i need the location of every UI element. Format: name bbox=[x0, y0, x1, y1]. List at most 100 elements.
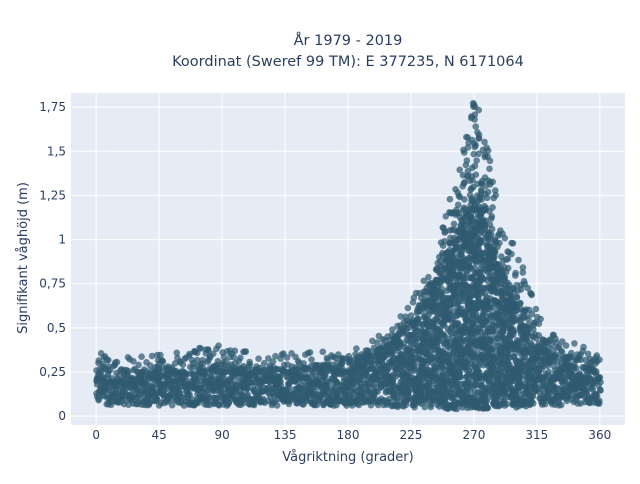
data-point bbox=[182, 370, 189, 378]
chart-title-line-1: År 1979 - 2019 bbox=[294, 32, 403, 49]
data-point bbox=[481, 138, 488, 146]
y-tick-label: 0,75 bbox=[39, 277, 66, 291]
x-axis-title: Vågriktning (grader) bbox=[282, 450, 413, 465]
data-point bbox=[353, 345, 360, 352]
data-point bbox=[471, 116, 478, 123]
data-point bbox=[492, 192, 500, 199]
y-tick-label: 1 bbox=[58, 233, 66, 247]
data-point bbox=[395, 344, 403, 352]
data-point bbox=[306, 349, 314, 356]
data-point bbox=[483, 194, 491, 202]
data-point bbox=[580, 343, 587, 351]
data-point bbox=[425, 273, 432, 281]
data-point bbox=[530, 400, 537, 407]
x-tick-label: 225 bbox=[400, 428, 423, 442]
data-point bbox=[484, 147, 492, 154]
data-point bbox=[446, 195, 454, 203]
data-point bbox=[545, 368, 552, 376]
data-point bbox=[486, 157, 494, 165]
data-point bbox=[517, 299, 524, 307]
data-point bbox=[134, 368, 142, 376]
data-point bbox=[515, 256, 522, 264]
x-tick-label: 180 bbox=[337, 428, 360, 442]
y-axis-title: Signifikant våghöjd (m) bbox=[16, 182, 31, 334]
chart-title-line-2: Koordinat (Sweref 99 TM): E 377235, N 61… bbox=[172, 54, 524, 70]
data-point bbox=[421, 291, 428, 299]
data-point bbox=[596, 356, 603, 364]
data-point bbox=[179, 361, 187, 369]
data-point bbox=[519, 264, 527, 271]
data-point bbox=[159, 358, 167, 365]
data-point bbox=[450, 234, 458, 242]
data-point bbox=[528, 291, 535, 299]
data-point bbox=[243, 386, 250, 393]
data-point bbox=[486, 165, 493, 173]
data-point bbox=[460, 180, 468, 187]
data-point bbox=[138, 353, 145, 361]
data-point bbox=[475, 106, 483, 114]
data-point bbox=[473, 310, 480, 318]
data-point bbox=[478, 379, 485, 387]
data-point bbox=[323, 384, 331, 391]
data-point bbox=[463, 269, 471, 277]
data-point bbox=[453, 405, 461, 413]
data-point bbox=[472, 171, 480, 178]
y-tick-label: 0,25 bbox=[39, 365, 66, 379]
data-points bbox=[93, 99, 604, 413]
data-point bbox=[463, 157, 471, 164]
x-tick-label: 135 bbox=[274, 428, 297, 442]
data-point bbox=[552, 335, 559, 343]
data-point bbox=[537, 315, 544, 323]
data-point bbox=[571, 340, 578, 347]
data-point bbox=[596, 397, 603, 405]
data-point bbox=[457, 373, 465, 381]
data-point bbox=[319, 348, 327, 356]
data-point bbox=[246, 361, 254, 368]
data-point bbox=[454, 299, 462, 307]
data-point bbox=[472, 123, 480, 130]
data-point bbox=[168, 401, 176, 409]
x-tick-label: 0 bbox=[92, 428, 100, 442]
data-point bbox=[454, 320, 462, 327]
data-point bbox=[284, 385, 292, 392]
data-point bbox=[444, 248, 451, 256]
data-point bbox=[432, 276, 440, 284]
data-point bbox=[372, 387, 380, 395]
data-point bbox=[488, 215, 495, 222]
data-point bbox=[300, 360, 307, 367]
data-point bbox=[242, 348, 250, 355]
data-point bbox=[419, 298, 427, 306]
x-tick-label: 360 bbox=[588, 428, 611, 442]
data-point bbox=[404, 304, 412, 312]
y-tick-label: 0 bbox=[58, 409, 66, 423]
data-point bbox=[153, 395, 160, 402]
data-point bbox=[107, 401, 115, 409]
x-tick-label: 45 bbox=[151, 428, 166, 442]
data-point bbox=[597, 386, 604, 394]
data-point bbox=[411, 360, 419, 368]
data-point bbox=[508, 250, 515, 258]
data-point bbox=[471, 162, 479, 170]
data-point bbox=[520, 277, 528, 285]
data-point bbox=[501, 273, 509, 281]
data-point bbox=[496, 239, 503, 247]
y-tick-label: 1,5 bbox=[47, 144, 66, 158]
x-tick-label: 90 bbox=[214, 428, 229, 442]
data-point bbox=[103, 356, 111, 364]
data-point bbox=[215, 342, 222, 350]
data-point bbox=[113, 358, 121, 366]
data-point bbox=[135, 361, 142, 369]
data-point bbox=[454, 201, 462, 209]
data-point bbox=[402, 401, 410, 409]
data-point bbox=[513, 294, 521, 301]
y-tick-label: 1,25 bbox=[39, 188, 66, 202]
data-point bbox=[461, 196, 468, 203]
x-tick-label: 270 bbox=[462, 428, 485, 442]
data-point bbox=[483, 398, 491, 405]
data-point bbox=[196, 344, 203, 352]
data-point bbox=[489, 204, 496, 211]
data-point bbox=[562, 342, 570, 349]
data-point bbox=[471, 264, 478, 272]
data-point bbox=[475, 135, 483, 142]
